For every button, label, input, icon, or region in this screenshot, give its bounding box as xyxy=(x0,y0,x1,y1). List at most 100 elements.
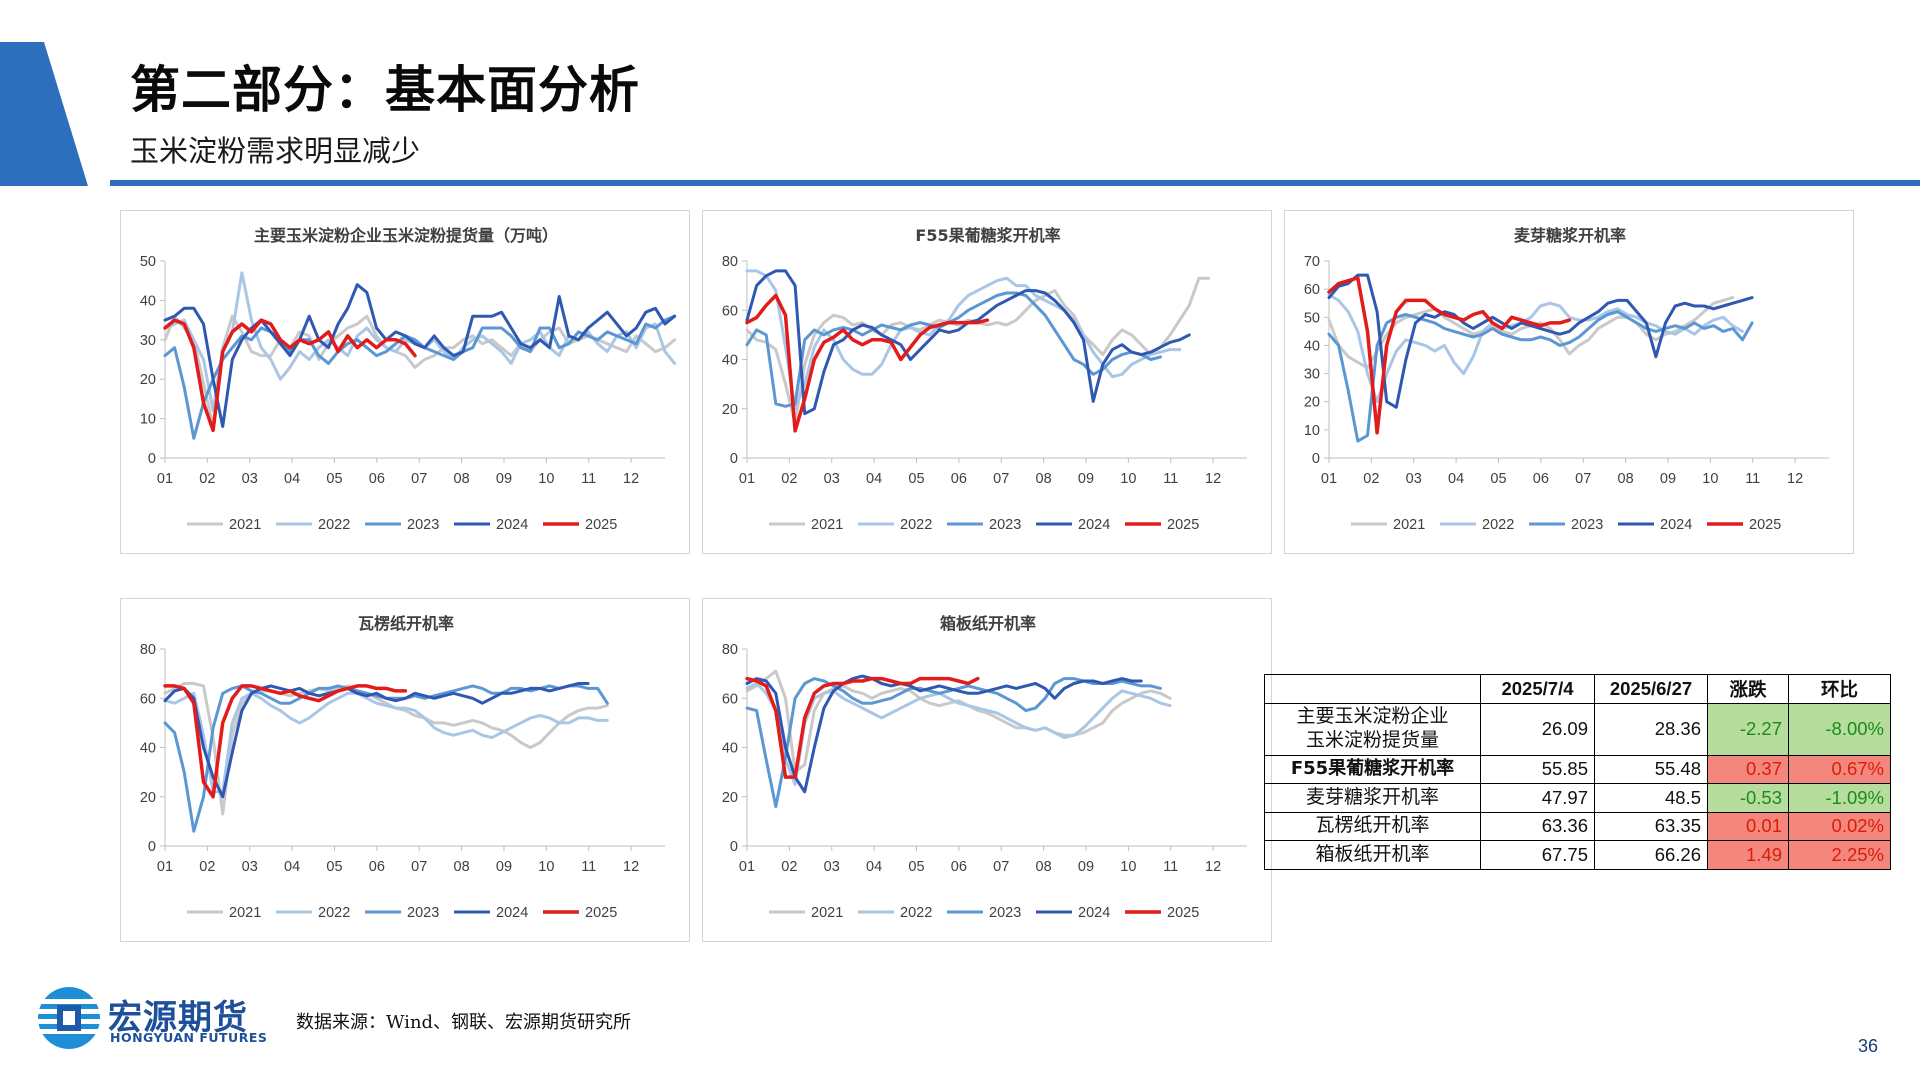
series-line-2023 xyxy=(745,291,1162,408)
chart-title: 瓦楞纸开机率 xyxy=(358,614,454,633)
table-row: 麦芽糖浆开机率 47.97 48.5 -0.53 -1.09% xyxy=(1264,783,1891,813)
x-tick-label: 07 xyxy=(411,859,427,875)
table-header-date-previous: 2025/6/27 xyxy=(1594,674,1708,704)
chart-title: 主要玉米淀粉企业玉米淀粉提货量（万吨） xyxy=(254,226,558,245)
x-tick-label: 04 xyxy=(866,471,882,487)
table-cell-previous: 55.48 xyxy=(1594,754,1708,784)
y-tick-label: 20 xyxy=(722,402,738,418)
y-tick-label: 80 xyxy=(140,642,156,658)
series-line-2025 xyxy=(163,684,408,799)
x-tick-label: 11 xyxy=(1163,471,1178,487)
page-number: 36 xyxy=(1858,1036,1879,1056)
chart-panel-f55-syrup: F55果葡糖浆开机率 0 20 40 60 80 01 02 03 04 05 06 07 08 09 10 1… xyxy=(702,210,1272,554)
chart-panel-starch-shipments: 主要玉米淀粉企业玉米淀粉提货量（万吨） 0 10 20 30 40 50 01 02 03 04 05… xyxy=(120,210,690,554)
table-header-change: 涨跌 xyxy=(1707,674,1789,704)
x-tick-label: 11 xyxy=(1745,471,1760,487)
table-cell-previous: 66.26 xyxy=(1594,840,1708,870)
x-tick-label: 08 xyxy=(1618,471,1634,487)
table-cell-pct: 0.67% xyxy=(1788,754,1891,784)
x-tick-label: 12 xyxy=(623,471,639,487)
table-cell-current: 63.36 xyxy=(1480,811,1595,841)
legend-label: 2021 xyxy=(811,517,843,533)
x-tick-label: 12 xyxy=(623,859,639,875)
y-tick-label: 60 xyxy=(140,691,156,707)
legend-label: 2024 xyxy=(496,517,528,533)
table-header-row: 2025/7/4 2025/6/27 涨跌 环比 xyxy=(1264,674,1891,704)
y-tick-label: 40 xyxy=(722,741,738,757)
y-tick-label: 20 xyxy=(140,372,156,388)
x-tick-label: 09 xyxy=(1078,471,1094,487)
x-tick-label: 02 xyxy=(199,859,215,875)
legend-label: 2022 xyxy=(318,517,350,533)
table-cell-current: 67.75 xyxy=(1480,840,1595,870)
x-tick-label: 01 xyxy=(739,471,755,487)
x-tick-label: 04 xyxy=(284,471,300,487)
series-line-2023 xyxy=(1327,310,1754,443)
legend-label: 2023 xyxy=(989,517,1021,533)
logo-text-en: HONGYUAN FUTURES xyxy=(110,1030,268,1045)
chart-starch-shipments: 主要玉米淀粉企业玉米淀粉提货量（万吨） 0 10 20 30 40 50 01 02 03 04 05… xyxy=(140,226,677,533)
x-tick-label: 02 xyxy=(199,471,215,487)
legend-label: 2023 xyxy=(1571,517,1603,533)
table-cell-previous: 63.35 xyxy=(1594,811,1708,841)
table-cell-change: -0.53 xyxy=(1707,783,1789,813)
y-tick-label: 40 xyxy=(140,293,156,309)
y-tick-label: 10 xyxy=(140,412,156,428)
legend-label: 2021 xyxy=(1393,517,1425,533)
series-line-2021 xyxy=(163,682,609,816)
chart-title: 箱板纸开机率 xyxy=(940,614,1036,633)
x-tick-label: 11 xyxy=(581,471,596,487)
y-tick-label: 60 xyxy=(722,691,738,707)
legend-label: 2025 xyxy=(1749,517,1781,533)
x-tick-label: 10 xyxy=(1702,471,1718,487)
legend-label: 2022 xyxy=(900,905,932,921)
x-tick-label: 01 xyxy=(157,859,173,875)
y-tick-label: 10 xyxy=(1304,423,1320,439)
x-tick-label: 10 xyxy=(1120,859,1136,875)
series-line-2023 xyxy=(163,314,677,440)
x-tick-label: 07 xyxy=(411,471,427,487)
series-line-2025 xyxy=(745,676,980,779)
chart-panel-boxboard-paper: 箱板纸开机率 0 20 40 60 80 01 02 03 04 05 06 07 08 09 10 11 12 2… xyxy=(702,598,1272,942)
x-tick-label: 08 xyxy=(454,471,470,487)
table-cell-pct: 0.02% xyxy=(1788,811,1891,841)
x-tick-label: 05 xyxy=(908,471,924,487)
chart-corrugated-paper: 瓦楞纸开机率 0 20 40 60 80 01 02 03 04 05 06 07 08 09 10 11 12 2… xyxy=(140,614,665,921)
legend-label: 2024 xyxy=(1078,905,1110,921)
x-tick-label: 09 xyxy=(496,859,512,875)
y-tick-label: 70 xyxy=(1304,254,1320,270)
table-cell-name: 箱板纸开机率 xyxy=(1264,840,1481,870)
y-tick-label: 50 xyxy=(1304,310,1320,326)
x-tick-label: 11 xyxy=(581,859,596,875)
x-tick-label: 04 xyxy=(284,859,300,875)
table-header-pct-change: 环比 xyxy=(1788,674,1891,704)
table-cell-previous: 48.5 xyxy=(1594,783,1708,813)
x-tick-label: 06 xyxy=(1533,471,1549,487)
y-tick-label: 0 xyxy=(148,839,156,855)
legend-label: 2022 xyxy=(1482,517,1514,533)
chart-panel-corrugated-paper: 瓦楞纸开机率 0 20 40 60 80 01 02 03 04 05 06 07 08 09 10 11 12 2… xyxy=(120,598,690,942)
x-tick-label: 10 xyxy=(538,859,554,875)
y-tick-label: 30 xyxy=(1304,367,1320,383)
x-tick-label: 07 xyxy=(1575,471,1591,487)
x-tick-label: 06 xyxy=(369,859,385,875)
x-tick-label: 01 xyxy=(739,859,755,875)
y-tick-label: 50 xyxy=(140,254,156,270)
x-tick-label: 08 xyxy=(1036,859,1052,875)
y-tick-label: 60 xyxy=(722,303,738,319)
legend-label: 2024 xyxy=(1078,517,1110,533)
x-tick-label: 08 xyxy=(1036,471,1052,487)
x-tick-label: 05 xyxy=(908,859,924,875)
chart-title: F55果葡糖浆开机率 xyxy=(915,226,1060,245)
series-line-2025 xyxy=(745,293,990,433)
series-line-2024 xyxy=(745,674,1143,794)
table-cell-change: 0.01 xyxy=(1707,811,1789,841)
y-tick-label: 40 xyxy=(722,353,738,369)
table-cell-current: 26.09 xyxy=(1480,702,1595,756)
y-tick-label: 0 xyxy=(730,839,738,855)
series-line-2021 xyxy=(163,314,677,428)
table-cell-name-line2: 玉米淀粉提货量 xyxy=(1305,729,1439,751)
table-header-date-current: 2025/7/4 xyxy=(1480,674,1595,704)
table-cell-pct: -8.00% xyxy=(1788,702,1891,756)
table-cell-change: 1.49 xyxy=(1707,840,1789,870)
